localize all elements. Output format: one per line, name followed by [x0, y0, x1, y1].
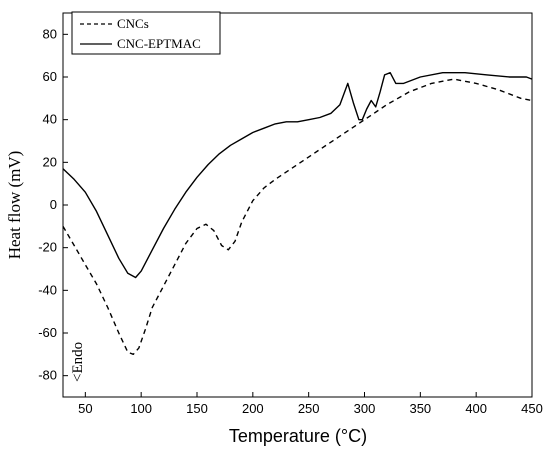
x-tick-label: 300 [354, 401, 376, 416]
y-tick-label: -80 [38, 368, 57, 383]
y-tick-label: -60 [38, 325, 57, 340]
x-tick-label: 150 [186, 401, 208, 416]
x-axis-title: Temperature (°C) [229, 426, 367, 446]
y-axis-title: Heat flow (mV) [5, 151, 24, 260]
endo-annotation: <Endo [70, 342, 86, 382]
x-axis: 50 100 150 200 250 300 350 400 450 [78, 392, 543, 416]
x-tick-label: 200 [242, 401, 264, 416]
legend-label-cnc-eptmac: CNC-EPTMAC [117, 36, 201, 51]
x-tick-label: 350 [409, 401, 431, 416]
y-tick-label: 60 [43, 69, 57, 84]
y-tick-label: -40 [38, 282, 57, 297]
series-line-cncs [62, 78, 533, 355]
plot-frame [62, 12, 533, 398]
x-tick-label: 50 [78, 401, 92, 416]
y-axis: -80 -60 -40 -20 0 20 40 60 80 [38, 26, 68, 383]
series-layer [62, 72, 533, 355]
series-line-cnc-eptmac [62, 72, 533, 279]
plot-area [62, 12, 533, 398]
x-tick-label: 400 [465, 401, 487, 416]
legend: CNCs CNC-EPTMAC [71, 11, 221, 55]
x-tick-label: 250 [298, 401, 320, 416]
y-tick-label: 20 [43, 154, 57, 169]
y-tick-label: 40 [43, 112, 57, 127]
legend-label-cncs: CNCs [117, 16, 149, 31]
x-tick-label: 100 [130, 401, 152, 416]
legend-box [71, 11, 221, 55]
y-tick-label: -20 [38, 240, 57, 255]
y-tick-label: 0 [50, 197, 57, 212]
x-tick-label: 450 [521, 401, 543, 416]
y-tick-label: 80 [43, 26, 57, 41]
